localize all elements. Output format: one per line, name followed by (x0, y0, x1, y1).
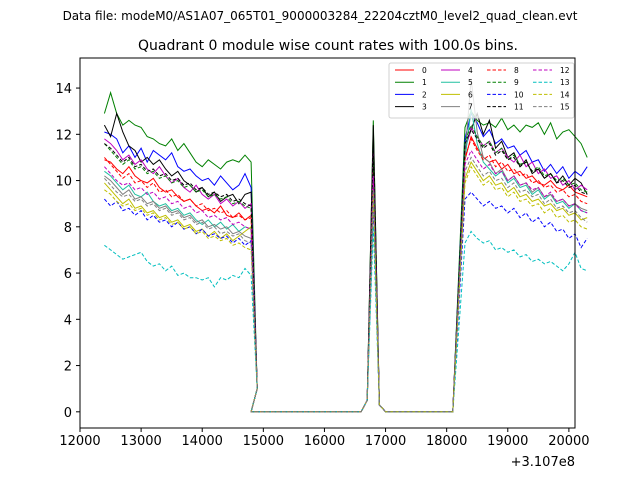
legend-label: 1 (422, 78, 427, 87)
series-line-12 (104, 149, 588, 413)
x-tick-label: 13000 (120, 434, 161, 449)
legend-label: 12 (560, 66, 570, 75)
x-tick-label: 15000 (243, 434, 284, 449)
legend-label: 10 (514, 90, 524, 99)
legend-label: 3 (422, 103, 427, 112)
x-tick-label: 17000 (365, 434, 406, 449)
y-tick-label: 14 (55, 82, 72, 97)
x-tick-label: 19000 (487, 434, 528, 449)
y-tick-label: 4 (64, 313, 72, 328)
x-tick-label: 18000 (426, 434, 467, 449)
legend-label: 11 (514, 103, 524, 112)
legend-label: 9 (514, 78, 519, 87)
legend-label: 13 (560, 78, 570, 87)
legend-label: 7 (468, 103, 473, 112)
series-line-6 (104, 161, 588, 413)
suptitle: Data file: modeM0/AS1A07_065T01_90000032… (63, 9, 578, 23)
x-tick-label: 20000 (548, 434, 589, 449)
legend-label: 2 (422, 90, 427, 99)
y-tick-label: 0 (64, 406, 72, 421)
x-axis: 12000 13000 14000 15000 16000 17000 18000 19000… (59, 428, 590, 449)
legend-label: 15 (560, 103, 570, 112)
y-tick-label: 2 (64, 360, 72, 375)
series-line-14 (104, 165, 588, 413)
series-line-9 (104, 123, 588, 413)
legend-label: 5 (468, 78, 473, 87)
series-line-11 (104, 128, 588, 413)
legend-label: 4 (468, 66, 473, 75)
legend-label: 8 (514, 66, 519, 75)
series-line-1 (103, 90, 588, 413)
legend-label: 14 (560, 90, 570, 99)
y-tick-label: 10 (55, 175, 72, 190)
x-offset-label: +3.107e8 (511, 455, 575, 470)
y-tick-label: 8 (64, 221, 72, 236)
y-tick-label: 6 (64, 267, 72, 282)
y-axis: 0 2 4 6 8 10 12 14 (55, 82, 80, 421)
series-line-7 (104, 78, 588, 413)
x-tick-label: 12000 (59, 434, 100, 449)
y-tick-label: 12 (55, 128, 72, 143)
axes-frame (79, 57, 576, 429)
legend-label: 6 (468, 90, 473, 99)
series-line-13 (104, 226, 588, 413)
chart-title: Quadrant 0 module wise count rates with … (138, 38, 518, 54)
plot-area (103, 78, 588, 413)
x-tick-label: 16000 (304, 434, 345, 449)
legend-box (388, 62, 575, 119)
legend-label: 0 (422, 66, 427, 75)
series-line-15 (104, 156, 588, 413)
series-line-10 (104, 191, 588, 413)
x-tick-label: 14000 (182, 434, 223, 449)
